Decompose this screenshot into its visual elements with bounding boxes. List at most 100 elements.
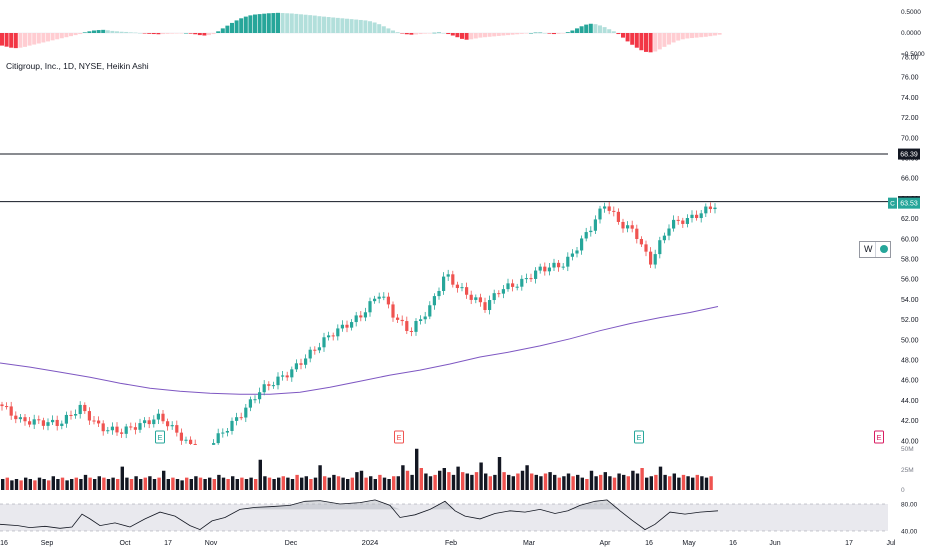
volume-bar [585, 479, 589, 490]
candle-body [386, 296, 390, 305]
volume-bar [47, 480, 51, 490]
candle-body [235, 417, 239, 421]
histogram-bar [386, 28, 391, 33]
candle-body [667, 228, 671, 236]
symbol-title: Citigroup, Inc., 1D, NYSE, Heikin Ashi [6, 61, 149, 71]
histogram-bar [69, 33, 73, 37]
candle-body [262, 384, 266, 393]
histogram-bar [625, 33, 630, 42]
histogram-bar [87, 31, 92, 33]
volume-bar [530, 473, 534, 490]
histogram-bar [506, 33, 510, 36]
candle-body [230, 420, 234, 431]
histogram-bar [197, 33, 202, 36]
histogram-tick-label: 0.5000 [901, 9, 921, 16]
candle-body [442, 276, 446, 291]
histogram-bar [552, 33, 556, 35]
histogram-bar [377, 24, 382, 33]
candle-body [193, 443, 197, 445]
candle-body [189, 439, 193, 444]
candle-body [455, 284, 459, 289]
volume-bar [116, 479, 120, 490]
candle-body [396, 317, 400, 320]
candle-body [529, 278, 533, 280]
price-tick-label: 66.00 [901, 176, 919, 183]
candle-body [695, 214, 699, 219]
histogram-bar [441, 33, 446, 34]
histogram-bar [391, 30, 395, 33]
histogram-bar [308, 15, 313, 33]
histogram-bar [713, 33, 717, 36]
candle-body [593, 219, 597, 231]
candle-body [354, 315, 358, 323]
price-tick-label: 52.00 [901, 317, 919, 324]
histogram-tick-label: 0.0000 [901, 30, 921, 37]
histogram-bar [533, 32, 538, 34]
volume-bar [106, 479, 111, 490]
volume-bar [162, 470, 166, 490]
candle-body [708, 206, 712, 210]
volume-bar [203, 479, 207, 490]
histogram-bar [285, 13, 290, 33]
volume-bar [97, 476, 101, 490]
candle-body [432, 296, 436, 306]
volume-bar [129, 479, 134, 490]
histogram-bar [317, 16, 322, 33]
volume-bar [5, 477, 9, 490]
time-tick-label: Oct [120, 540, 131, 547]
candle-body [607, 206, 611, 211]
oscillator-line [0, 499, 719, 531]
candle-body [423, 316, 427, 320]
volume-bar [56, 479, 60, 490]
histogram-bar [326, 17, 331, 33]
candle-body [184, 439, 188, 441]
histogram-bar [50, 33, 55, 41]
histogram-bar [690, 33, 694, 39]
histogram-bar [110, 30, 115, 33]
volume-bar [516, 473, 520, 490]
histogram-bar [446, 33, 451, 35]
volume-bar [456, 466, 460, 490]
candle-body [672, 219, 676, 229]
volume-bar [543, 473, 548, 490]
last-price-tag: C [890, 201, 895, 208]
volume-bar [474, 472, 479, 490]
histogram-bar [211, 33, 216, 35]
histogram-bar [179, 33, 184, 34]
volume-bar [520, 470, 525, 490]
candle-body [437, 290, 441, 297]
volume-bar [364, 477, 368, 490]
candle-body [179, 432, 183, 441]
timeframe-toggle[interactable]: W [859, 241, 891, 258]
volume-bar [465, 473, 469, 490]
volume-bar [497, 457, 502, 490]
volume-tick-label: 50M [901, 446, 914, 453]
oscillator-tick-label: 80.00 [901, 502, 918, 509]
volume-bar [622, 474, 626, 490]
candle-body [9, 406, 13, 416]
candle-body [37, 419, 41, 421]
volume-bar [654, 474, 658, 490]
histogram-bar [193, 33, 198, 35]
volume-bar [479, 462, 483, 490]
histogram-bar [547, 33, 552, 34]
volume-bar [277, 477, 281, 490]
histogram-bar [257, 14, 262, 34]
histogram-bar [253, 14, 257, 33]
earnings-marker [394, 430, 404, 444]
volume-bar [576, 474, 580, 490]
volume-bar [180, 480, 184, 490]
histogram-bar [588, 23, 593, 33]
candle-body [28, 421, 32, 425]
histogram-bar [584, 24, 589, 33]
histogram-bar [349, 19, 354, 33]
candle-body [336, 328, 340, 337]
volume-bar [672, 473, 676, 490]
histogram-bar [694, 33, 699, 38]
price-tick-label: 70.00 [901, 135, 919, 142]
candle-body [78, 404, 82, 415]
histogram-bar [340, 18, 345, 33]
candle-body [60, 423, 64, 426]
volume-bar [60, 477, 65, 490]
